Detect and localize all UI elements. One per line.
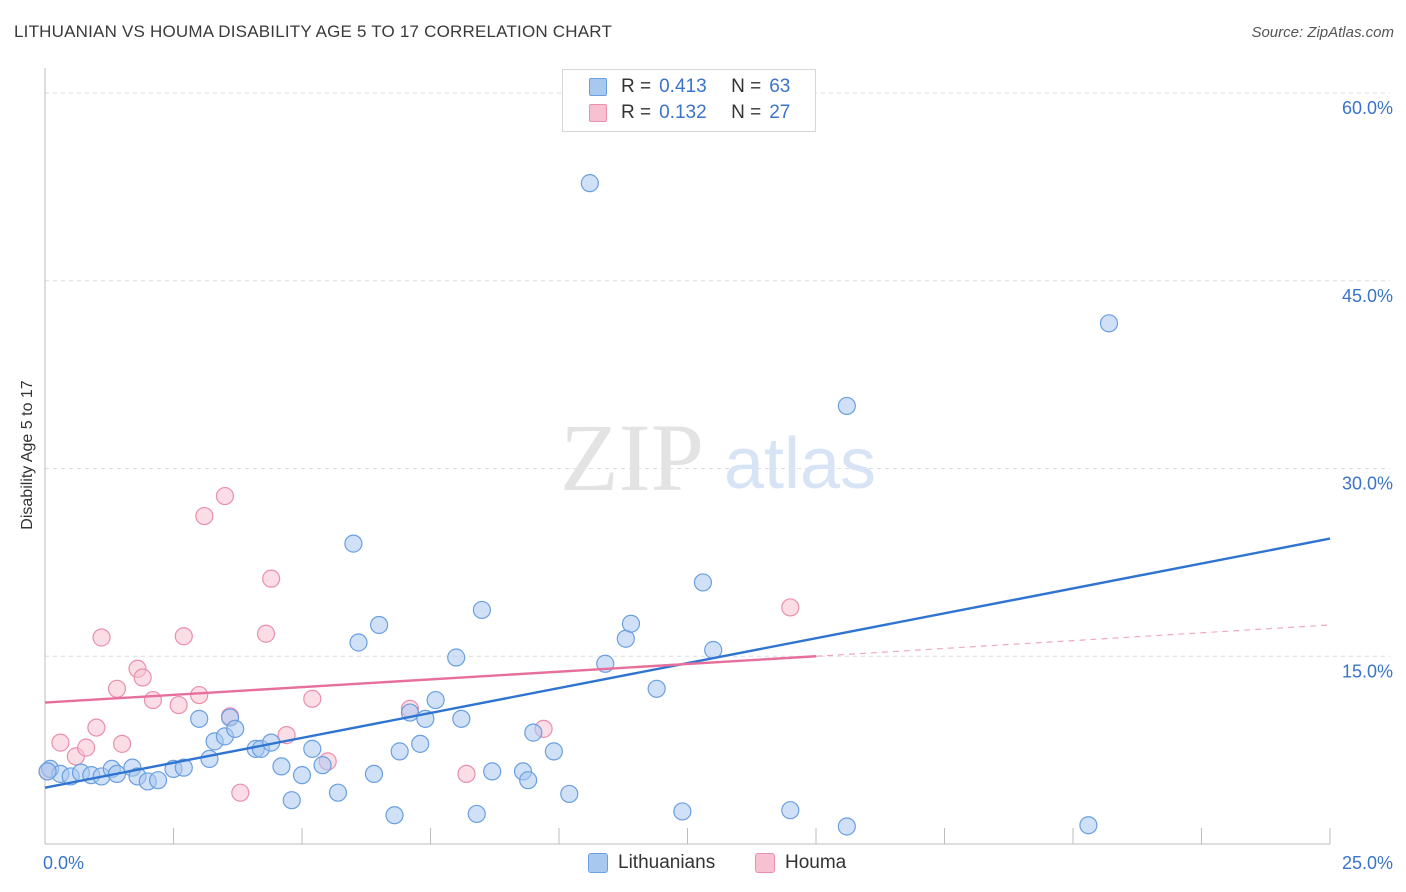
lithuanian-point: [370, 615, 389, 635]
houma-point: [457, 764, 476, 784]
lithuanian-point: [426, 690, 445, 710]
lithuanian-point: [544, 742, 563, 761]
x-tick-label-max: 25.0%: [1342, 853, 1393, 873]
series-legend-lithuanians: Lithuanians: [588, 852, 715, 874]
lithuanian-point: [524, 723, 543, 742]
lithuanian-point: [483, 762, 502, 781]
lithuanian-point: [328, 783, 348, 802]
lithuanian-point: [447, 648, 466, 667]
watermark-atlas: atlas: [724, 424, 876, 504]
houma-point: [51, 733, 70, 752]
houma-point: [92, 628, 111, 647]
houma-trend-extension: [815, 624, 1331, 657]
lithuanian-point: [148, 771, 168, 790]
lithuanian-point: [303, 739, 322, 758]
lithuanian-point: [292, 766, 312, 785]
y-tick-label: 45.0%: [1342, 286, 1393, 306]
y-tick-label: 30.0%: [1342, 474, 1393, 494]
lithuanian-point: [344, 534, 363, 553]
grid-lines: [45, 92, 1390, 657]
series-label-houma: Houma: [785, 852, 847, 873]
lithuanian-point: [621, 614, 641, 633]
legend-r-label: R =: [621, 102, 652, 123]
houma-point: [303, 689, 322, 708]
lithuanian-point: [467, 804, 486, 824]
lithuanian-point: [38, 762, 57, 781]
lithuanian-point: [364, 764, 384, 784]
series-legend-houma: Houma: [755, 852, 846, 874]
houma-point: [143, 690, 163, 710]
lithuanian-point: [837, 396, 856, 416]
y-tick-label: 60.0%: [1342, 98, 1393, 118]
watermark-zip: ZIP: [560, 404, 704, 511]
lithuanian-point: [616, 629, 635, 648]
legend-n-label: N =: [731, 102, 762, 123]
axes: [44, 68, 1331, 845]
lithuanian-point: [781, 801, 800, 820]
lithuanian-point: [313, 756, 332, 775]
tick-labels: 15.0% 30.0% 45.0% 60.0% 0.0% 25.0%: [43, 98, 1393, 873]
legend-n-value: 63: [769, 76, 791, 97]
houma-point: [781, 598, 800, 617]
lithuanian-point: [452, 709, 471, 728]
houma-point: [87, 718, 106, 737]
chart-title: LITHUANIAN VS HOUMA DISABILITY AGE 5 TO …: [14, 22, 613, 41]
lithuanian-point: [349, 633, 368, 652]
y-tick-label: 15.0%: [1342, 661, 1393, 681]
x-tick-label-min: 0.0%: [43, 853, 84, 873]
houma-point: [169, 695, 188, 715]
lithuanian-point: [200, 749, 219, 768]
legend-swatch-lithuanians: [589, 78, 607, 96]
legend-r-value: 0.132: [659, 102, 707, 123]
lithuanian-point: [226, 719, 245, 738]
legend-swatch-houma: [589, 104, 607, 122]
lithuanian-point: [580, 174, 599, 193]
lithuanian-point: [560, 784, 579, 804]
lithuanian-points: [38, 174, 1119, 836]
legend-r-value: 0.413: [659, 76, 707, 97]
houma-point: [107, 679, 127, 698]
houma-points: [38, 486, 800, 802]
lithuanian-point: [472, 600, 491, 620]
trend-lines: [44, 537, 1331, 789]
legend-n-label: N =: [731, 76, 762, 97]
lithuanian-point: [385, 806, 404, 825]
houma-point: [262, 569, 281, 588]
lithuanian-point: [272, 757, 291, 776]
legend-row-houma: R = 0.132 N = 27: [589, 101, 790, 125]
legend-n-value: 27: [769, 102, 791, 123]
lithuanian-point: [1099, 314, 1119, 333]
lithuanian-point: [519, 771, 538, 790]
legend-row-lithuanians: R = 0.413 N = 63: [589, 75, 790, 99]
houma-point: [256, 624, 276, 643]
series-swatch-lithuanians: [588, 853, 608, 873]
series-legend: Lithuanians Houma: [0, 852, 1406, 878]
lithuanian-point: [673, 802, 692, 821]
houma-point: [231, 783, 250, 802]
houma-point: [215, 486, 234, 506]
lithuanian-point: [174, 758, 193, 777]
lithuanian-point: [837, 817, 856, 836]
houma-trend-line: [44, 655, 817, 704]
lithuanian-point: [282, 791, 301, 810]
lithuanian-point: [390, 742, 409, 761]
houma-point: [174, 627, 193, 646]
correlation-legend: R = 0.413 N = 63 R = 0.132 N = 27: [562, 69, 816, 132]
series-label-lithuanians: Lithuanians: [618, 852, 716, 873]
lithuanian-point: [411, 734, 430, 753]
houma-point: [195, 506, 214, 526]
houma-point: [190, 685, 209, 705]
legend-r-label: R =: [621, 76, 652, 97]
series-swatch-houma: [755, 853, 775, 873]
houma-point: [133, 668, 152, 687]
lithuanian-point: [693, 573, 713, 592]
houma-point: [77, 738, 96, 757]
lithuanian-point: [1079, 816, 1098, 835]
source-credit: Source: ZipAtlas.com: [1251, 24, 1394, 41]
lithuanian-point: [647, 679, 666, 698]
lithuanian-point: [190, 709, 209, 728]
houma-point: [112, 734, 132, 753]
